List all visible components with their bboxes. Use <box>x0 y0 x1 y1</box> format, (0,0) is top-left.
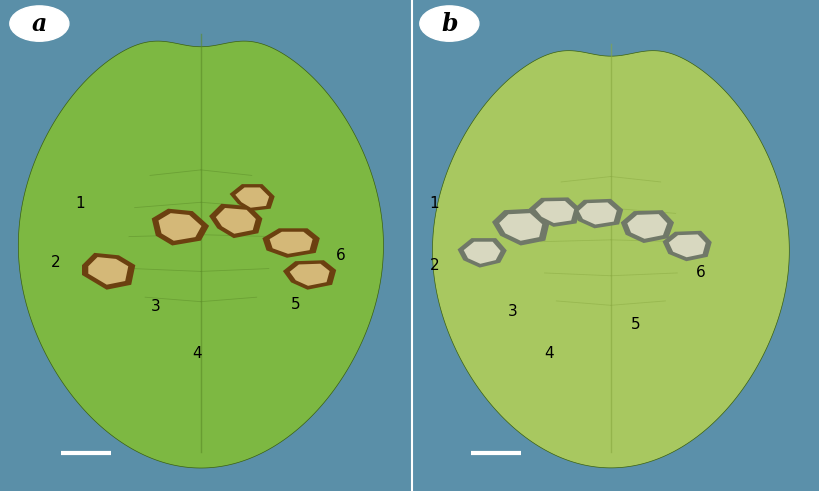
Text: 3: 3 <box>507 304 517 319</box>
Polygon shape <box>235 188 269 208</box>
Text: 4: 4 <box>192 346 201 361</box>
Text: 6: 6 <box>695 265 705 280</box>
Polygon shape <box>158 213 201 241</box>
Polygon shape <box>572 199 622 228</box>
Polygon shape <box>668 234 705 257</box>
Polygon shape <box>627 214 667 239</box>
Text: 3: 3 <box>151 300 161 314</box>
Polygon shape <box>82 253 135 290</box>
Bar <box>411 0 819 491</box>
Text: a: a <box>32 12 47 35</box>
Text: 5: 5 <box>630 317 640 331</box>
Polygon shape <box>152 209 209 246</box>
Text: 2: 2 <box>429 258 439 273</box>
Text: b: b <box>441 12 457 35</box>
Polygon shape <box>269 232 312 254</box>
Polygon shape <box>229 184 274 211</box>
Polygon shape <box>457 238 506 268</box>
Polygon shape <box>499 213 541 241</box>
Polygon shape <box>662 231 711 261</box>
Text: 4: 4 <box>544 346 554 361</box>
Polygon shape <box>620 210 673 243</box>
Polygon shape <box>464 242 500 264</box>
Text: 6: 6 <box>335 248 345 263</box>
Polygon shape <box>88 257 128 285</box>
Polygon shape <box>215 208 256 234</box>
Polygon shape <box>283 260 336 290</box>
Polygon shape <box>432 51 789 468</box>
Circle shape <box>419 6 478 41</box>
Polygon shape <box>289 264 329 286</box>
Polygon shape <box>491 209 549 246</box>
Text: 2: 2 <box>51 255 61 270</box>
Polygon shape <box>578 202 616 224</box>
Polygon shape <box>528 197 580 227</box>
Polygon shape <box>262 228 319 258</box>
Polygon shape <box>209 204 262 238</box>
Polygon shape <box>535 201 573 223</box>
Text: 1: 1 <box>75 196 85 211</box>
Text: 5: 5 <box>290 297 300 312</box>
Polygon shape <box>18 41 383 468</box>
Text: 1: 1 <box>429 196 439 211</box>
Bar <box>0 0 411 491</box>
Circle shape <box>10 6 69 41</box>
